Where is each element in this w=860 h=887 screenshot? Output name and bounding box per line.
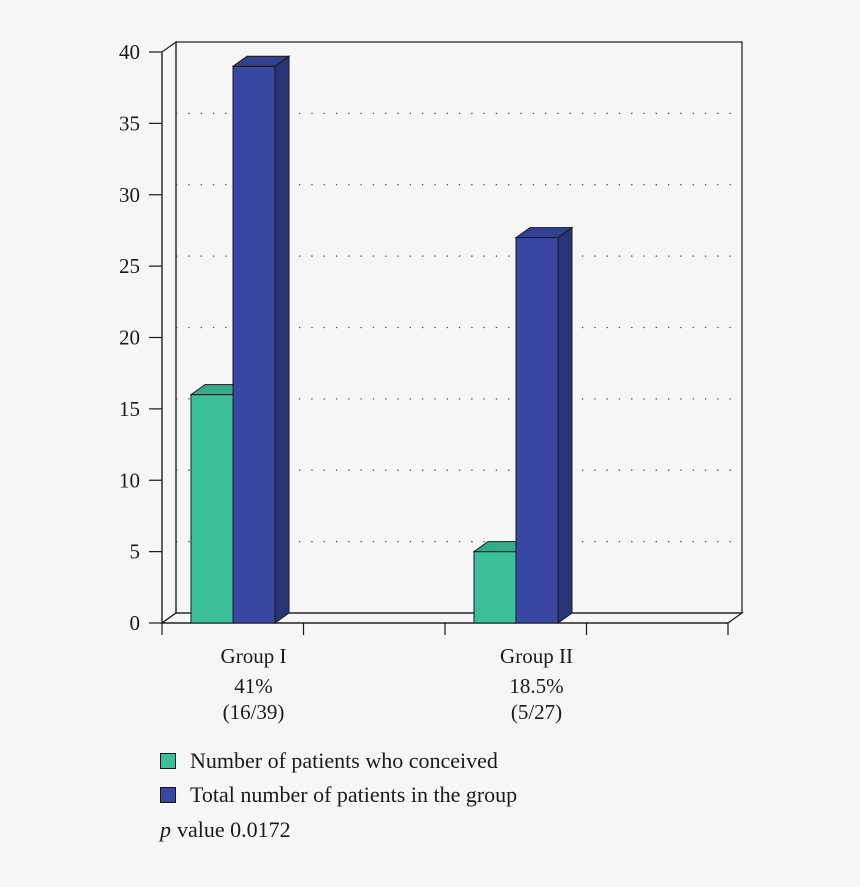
bar-front — [190, 394, 234, 624]
y-tick-label: 35 — [119, 111, 140, 135]
x-sublabel: (5/27) — [511, 700, 562, 724]
side-wall — [161, 40, 177, 625]
y-tick-label: 30 — [119, 183, 140, 207]
bar-front — [515, 237, 559, 624]
legend-item-conceived: Number of patients who conceived — [160, 744, 517, 778]
y-tick-label: 25 — [119, 254, 140, 278]
bar-front — [232, 65, 276, 624]
legend-item-total: Total number of patients in the group — [160, 778, 517, 812]
legend-swatch-conceived — [160, 753, 176, 769]
p-value-text: value 0.0172 — [177, 817, 291, 842]
bar-side — [557, 226, 573, 624]
p-symbol: p — [160, 817, 171, 842]
legend-swatch-total — [160, 787, 176, 803]
y-tick-label: 20 — [119, 326, 140, 350]
x-sublabel: (16/39) — [223, 700, 285, 724]
bar-side — [274, 55, 290, 624]
y-tick-label: 5 — [130, 540, 141, 564]
legend-label-total: Total number of patients in the group — [190, 782, 518, 807]
y-tick-label: 15 — [119, 397, 140, 421]
y-tick-label: 0 — [130, 611, 141, 635]
x-tick-label: Group II — [500, 644, 573, 668]
y-tick-label: 10 — [119, 468, 140, 492]
x-sublabel: 18.5% — [509, 674, 563, 698]
x-tick-label: Group I — [221, 644, 287, 668]
legend-label-conceived: Number of patients who conceived — [190, 748, 498, 773]
x-sublabel: 41% — [234, 674, 273, 698]
bar-front — [473, 551, 517, 624]
y-tick-label: 40 — [119, 40, 140, 64]
p-value-annotation: p value 0.0172 — [160, 814, 517, 846]
legend: Number of patients who conceived Total n… — [160, 744, 517, 846]
